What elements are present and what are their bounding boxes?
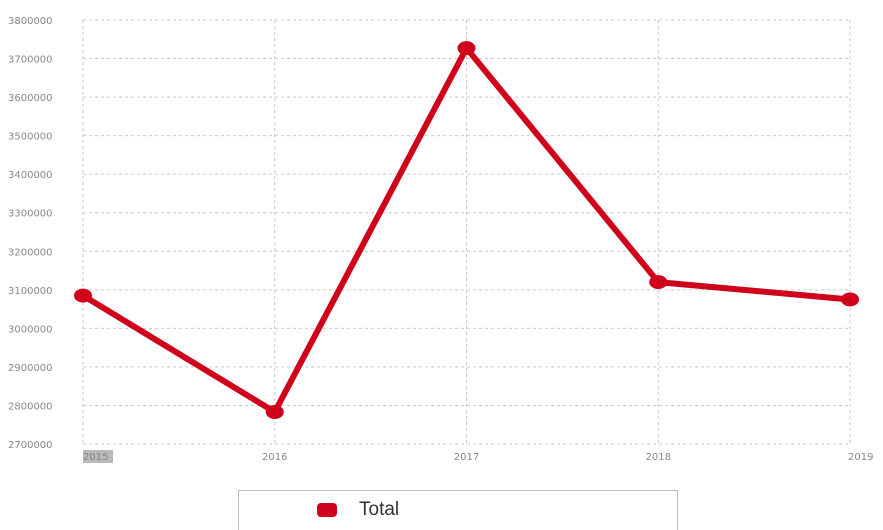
x-tick-label: 2016 — [262, 452, 287, 463]
data-point — [74, 288, 92, 303]
data-point — [265, 405, 284, 420]
legend-label-total: Total — [359, 499, 400, 520]
series-total — [74, 41, 859, 420]
y-tick-label: 3800000 — [8, 16, 53, 27]
data-point — [457, 41, 476, 56]
y-tick-label: 3600000 — [8, 93, 53, 104]
x-tick-label: 2019 — [848, 452, 873, 463]
x-tick-label: 2015 — [83, 452, 108, 463]
y-tick-label: 3400000 — [8, 170, 53, 181]
x-tick-label: 2018 — [646, 452, 671, 463]
data-point — [649, 275, 668, 290]
y-tick-label: 2900000 — [8, 363, 53, 374]
y-tick-label: 3000000 — [8, 324, 53, 335]
y-tick-label: 3200000 — [8, 247, 53, 258]
grid — [82, 19, 851, 445]
y-axis-ticks: 2700000 2800000 2900000 3000000 3100000 32000… — [8, 16, 53, 451]
x-axis-ticks: 2015 2016 2017 2018 2019 — [83, 450, 873, 463]
y-tick-label: 2700000 — [8, 440, 53, 451]
line-chart: 2700000 2800000 2900000 3000000 3100000 32000… — [8, 16, 873, 463]
y-tick-label: 3300000 — [8, 209, 53, 220]
y-tick-label: 2800000 — [8, 401, 53, 412]
y-tick-label: 3700000 — [8, 55, 53, 66]
x-tick-highlight — [83, 450, 113, 463]
x-tick-label: 2017 — [454, 452, 479, 463]
y-tick-label: 3100000 — [8, 286, 53, 297]
legend-swatch-total — [317, 503, 337, 517]
legend: Total — [238, 490, 678, 530]
y-tick-label: 3500000 — [8, 132, 53, 143]
data-point — [841, 292, 859, 307]
